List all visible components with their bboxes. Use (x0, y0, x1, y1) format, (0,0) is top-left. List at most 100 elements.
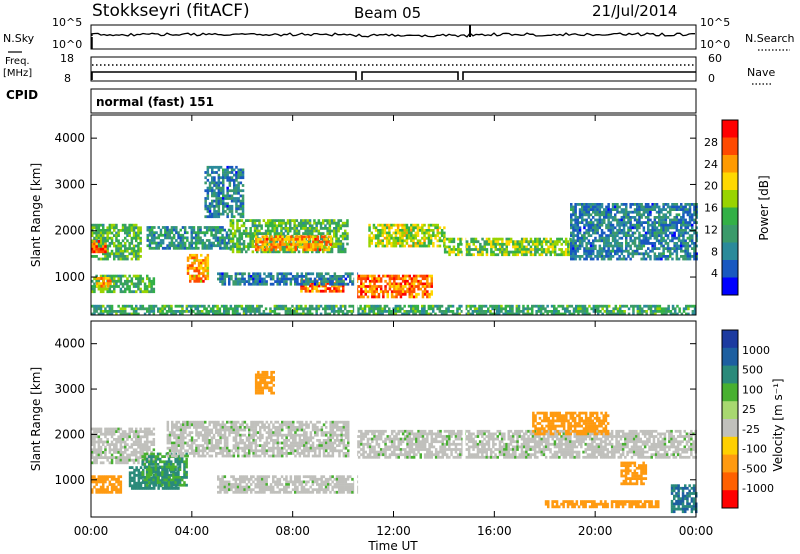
data-cell (344, 304, 347, 308)
data-cell (695, 221, 698, 224)
data-cell (487, 237, 491, 241)
data-cell (691, 255, 694, 258)
data-cell (93, 485, 96, 489)
data-cell (322, 219, 325, 222)
data-cell (330, 247, 334, 251)
data-cell (452, 240, 456, 244)
data-cell (665, 312, 668, 316)
data-cell (324, 312, 327, 316)
data-cell (206, 173, 210, 177)
data-cell (655, 234, 659, 237)
data-cell (609, 213, 613, 217)
data-cell (388, 239, 391, 243)
data-cell (117, 477, 120, 481)
data-cell (594, 239, 597, 243)
data-cell (139, 445, 142, 449)
data-cell (257, 238, 260, 241)
data-cell (206, 269, 210, 273)
data-cell (406, 282, 409, 286)
data-cell (110, 242, 114, 245)
data-cell (115, 285, 118, 288)
data-cell (172, 246, 176, 250)
data-cell (666, 255, 670, 258)
data-cell (412, 244, 415, 248)
data-cell (426, 292, 429, 296)
data-cell (551, 242, 555, 246)
data-cell (187, 310, 191, 313)
data-cell (237, 181, 240, 185)
data-cell (693, 210, 696, 214)
data-cell (143, 290, 147, 294)
data-cell (95, 435, 98, 439)
data-cell (574, 255, 577, 258)
data-cell (616, 242, 619, 245)
data-cell (633, 218, 637, 222)
data-cell (664, 242, 668, 245)
data-cell (619, 304, 622, 308)
data-cell (242, 224, 246, 228)
data-cell (377, 234, 380, 237)
data-cell (634, 304, 637, 308)
data-cell (470, 240, 473, 244)
data-cell (640, 205, 643, 209)
data-cell (401, 223, 404, 227)
data-cell (664, 223, 668, 227)
data-cell (587, 226, 591, 230)
data-cell (283, 275, 286, 278)
data-cell (218, 310, 222, 313)
data-cell (211, 171, 214, 174)
data-cell (139, 443, 142, 446)
data-cell (688, 239, 692, 243)
data-cell (323, 238, 326, 241)
data-cell (653, 236, 657, 240)
data-cell (306, 250, 310, 254)
data-cell (276, 280, 279, 283)
data-cell (671, 252, 674, 256)
data-cell (223, 282, 227, 286)
data-cell (97, 287, 101, 291)
data-cell (587, 216, 591, 219)
data-cell (119, 451, 123, 454)
data-cell (341, 232, 345, 235)
data-cell (194, 233, 198, 237)
data-cell (607, 216, 610, 219)
data-cell (470, 248, 473, 251)
data-cell (415, 277, 418, 281)
data-cell (258, 310, 261, 313)
data-cell (204, 176, 207, 180)
data-cell (175, 226, 178, 229)
data-cell (170, 310, 173, 313)
data-cell (682, 255, 685, 258)
data-cell (493, 304, 497, 308)
data-cell (557, 310, 560, 313)
colorbar-tick-label: 24 (704, 158, 718, 171)
data-cell (479, 253, 482, 257)
data-cell (647, 255, 650, 258)
data-cell (279, 235, 282, 239)
data-cell (297, 232, 301, 235)
data-cell (231, 221, 235, 225)
data-cell (404, 277, 407, 281)
data-cell (625, 236, 628, 240)
data-cell (99, 244, 103, 248)
data-cell (381, 231, 384, 235)
data-cell (137, 487, 141, 490)
data-cell (132, 453, 136, 457)
data-cell (662, 223, 665, 227)
data-cell (596, 226, 599, 230)
data-cell (212, 233, 215, 237)
data-cell (319, 224, 323, 228)
data-cell (342, 280, 345, 283)
data-cell (616, 208, 619, 211)
data-cell (600, 247, 604, 250)
data-cell (465, 240, 469, 244)
data-cell (631, 249, 635, 253)
data-cell (335, 310, 338, 313)
data-cell (263, 235, 267, 239)
data-cell (224, 202, 227, 206)
data-cell (263, 280, 266, 283)
data-cell (680, 208, 683, 211)
data-cell (629, 229, 632, 232)
data-cell (495, 304, 499, 308)
data-cell (430, 290, 433, 294)
